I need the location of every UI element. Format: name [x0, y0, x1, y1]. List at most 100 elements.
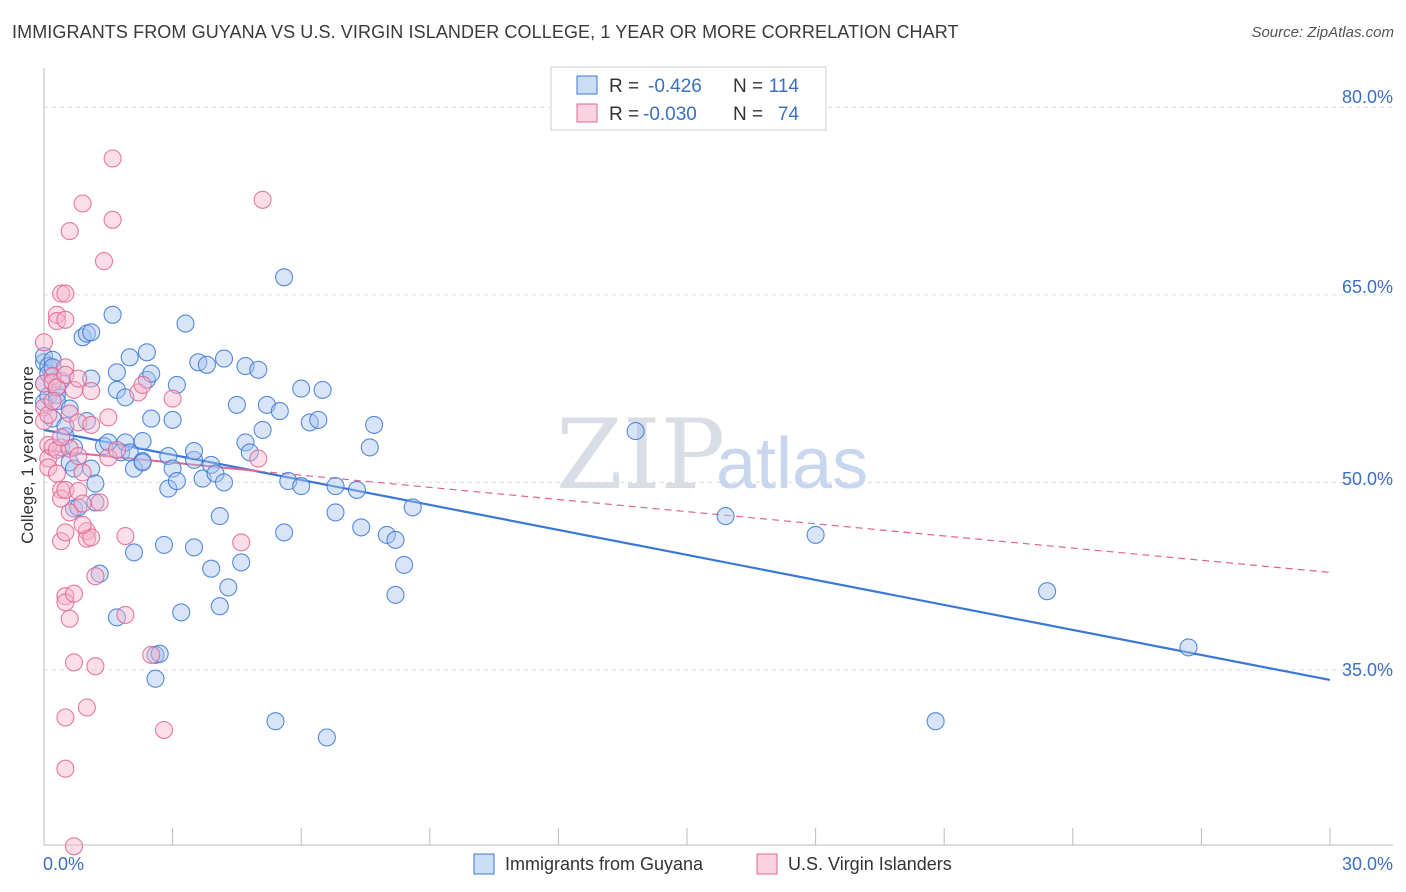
grid-lines [44, 106, 1393, 671]
virgin-islander-point [73, 463, 92, 482]
guyana-point [167, 472, 186, 491]
guyana-point [626, 422, 645, 441]
guyana-point [214, 473, 234, 492]
guyana-point [124, 543, 144, 562]
virgin-islander-point [47, 305, 66, 324]
x-tick-label-max: 30.0% [1342, 854, 1393, 874]
guyana-point [275, 268, 294, 287]
virgin-islander-point [163, 389, 182, 408]
guyana-point [184, 538, 204, 557]
guyana-point [403, 498, 422, 517]
legend-r-value-guyana: -0.426 [648, 76, 702, 97]
virgin-islander-point [73, 515, 92, 534]
guyana-point [142, 409, 161, 428]
virgin-islander-point [154, 720, 174, 740]
legend-n-value-guyana: 114 [769, 76, 800, 97]
guyana-point [120, 348, 139, 367]
legend-r-value-virgin: -0.030 [643, 104, 697, 125]
guyana-point [236, 433, 255, 452]
guyana-point [352, 518, 371, 537]
watermark-atlas: atlas [716, 424, 868, 504]
guyana-point [86, 493, 105, 512]
virgin-islander-point [116, 605, 135, 624]
guyana-point [386, 530, 405, 549]
guyana-point [266, 712, 285, 731]
guyana-point [395, 555, 414, 574]
virgin-islander-point [60, 503, 79, 522]
virgin-islander-point [103, 149, 122, 168]
virgin-islander-point [47, 464, 66, 483]
y-tick-label-80: 80.0% [1342, 87, 1393, 107]
watermark-zip: ZIP [556, 399, 725, 511]
virgin-islander-point [52, 532, 71, 551]
guyana-point [202, 559, 221, 578]
guyana-point [82, 459, 101, 478]
guyana-point [107, 363, 126, 382]
virgin-islander-point [56, 480, 75, 499]
virgin-islander-point [69, 369, 88, 388]
bottom-legend-label-guyana: Immigrants from Guyana [505, 854, 704, 874]
virgin-islander-point [52, 428, 71, 447]
guyana-point [197, 355, 216, 374]
virgin-islander-point [69, 447, 88, 466]
virgin-islander-point [82, 382, 101, 401]
guyana-point [377, 525, 396, 544]
guyana-point [253, 420, 272, 439]
guyana-point [133, 453, 152, 472]
virgin-islander-point [56, 284, 75, 303]
bottom-legend-swatch-virgin [756, 853, 778, 875]
virgin-islander-point [60, 609, 79, 628]
virgin-islander-point [142, 645, 161, 664]
guyana-point [210, 507, 229, 526]
virgin-islander-point [64, 837, 84, 856]
guyana-point [249, 360, 268, 379]
virgin-islander-point [56, 310, 75, 329]
guyana-point [176, 314, 195, 333]
virgin-islander-point [232, 533, 251, 552]
guyana-point [292, 477, 311, 496]
y-axis-label: College, 1 year or more [18, 366, 37, 544]
guyana-point [82, 369, 101, 388]
guyana-point [163, 410, 182, 429]
guyana-point [326, 477, 345, 496]
guyana-point [1038, 582, 1057, 601]
legend-r-label-guyana: R = [609, 76, 639, 97]
guyana-point [365, 415, 384, 434]
virgin-islander-point [103, 210, 122, 229]
guyana-point [292, 379, 311, 398]
legend-swatch-virgin [576, 103, 598, 123]
virgin-islander-point [56, 708, 75, 727]
virgin-islander-point [39, 405, 58, 424]
guyana-point [137, 343, 156, 362]
x-tick-label-min: 0.0% [43, 854, 84, 874]
virgin-islander-point [56, 358, 75, 377]
guyana-point [275, 523, 294, 542]
virgin-islander-point [34, 333, 54, 352]
guyana-point [926, 712, 945, 731]
virgin-islander-point [77, 698, 96, 717]
guyana-point [1179, 638, 1198, 657]
guyana-point [214, 349, 234, 368]
virgin-islander-point [56, 759, 75, 778]
virgin-islander-point [73, 194, 92, 213]
y-tick-label-65: 65.0% [1342, 277, 1393, 297]
virgin-islander-point [99, 408, 118, 427]
series-legend: Immigrants from Guyana U.S. Virgin Islan… [473, 853, 952, 875]
source-credit: Source: ZipAtlas.com [1251, 24, 1394, 41]
legend-n-label-guyana: N = [733, 76, 763, 97]
guyana-point [202, 455, 221, 474]
virgin-islander-point [116, 527, 135, 546]
axes [43, 68, 1393, 846]
bottom-legend-label-virgin: U.S. Virgin Islanders [788, 854, 952, 874]
guyana-point [232, 553, 251, 572]
legend-r-label-virgin: R = [609, 104, 639, 125]
guyana-point [386, 585, 405, 604]
guyana-point [133, 432, 152, 451]
guyana-point [210, 597, 229, 616]
virgin-islander-point [86, 567, 105, 586]
virgin-islander-point [64, 584, 84, 603]
guyana-point [154, 535, 174, 554]
guyana-point [347, 480, 366, 499]
y-tick-label-35: 35.0% [1342, 660, 1393, 680]
